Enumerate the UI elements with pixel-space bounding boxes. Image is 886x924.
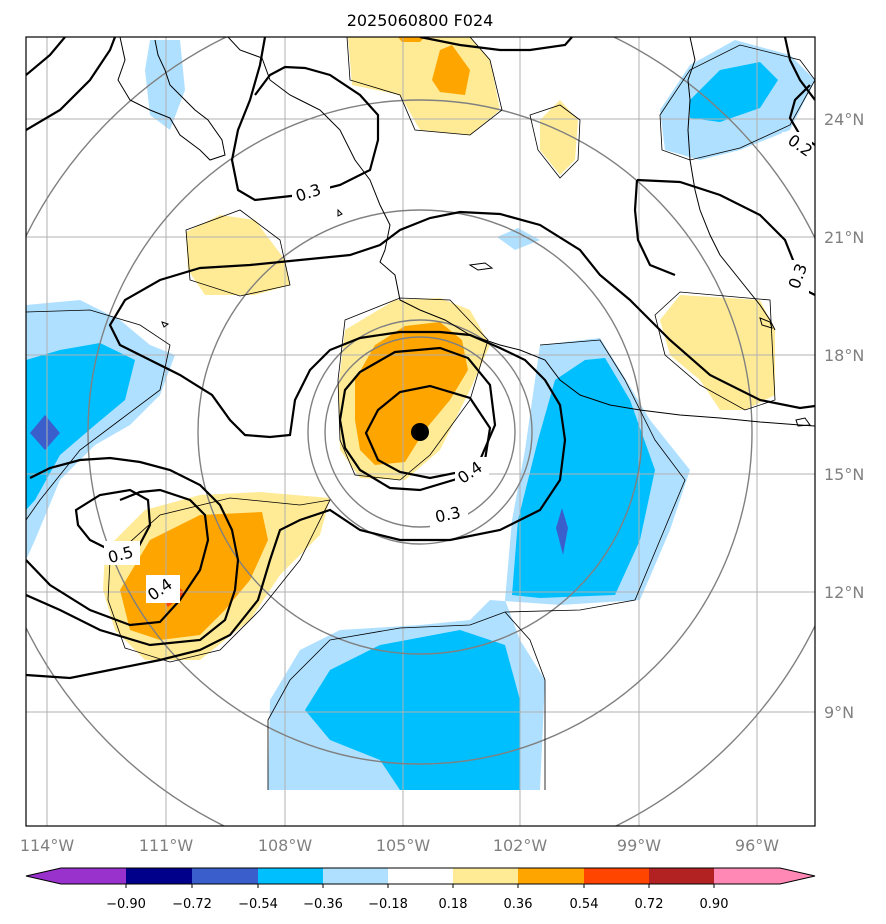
lat-label: 9°N xyxy=(824,703,854,722)
longitude-labels: 114°W 111°W 108°W 105°W 102°W 99°W 96°W xyxy=(20,836,779,855)
colorbar-tick-label: −0.54 xyxy=(238,897,278,912)
lat-label: 12°N xyxy=(824,583,864,602)
colorbar-tick-label: −0.90 xyxy=(106,897,146,912)
blue-region-left xyxy=(26,343,135,510)
blue-region-topright xyxy=(690,62,778,122)
lat-label: 15°N xyxy=(824,465,864,484)
colorbar-swatch xyxy=(258,868,323,884)
latitude-labels: 24°N 21°N 18°N 15°N 12°N 9°N xyxy=(824,110,864,722)
colorbar-swatch xyxy=(388,868,453,884)
lon-label: 99°W xyxy=(617,836,661,855)
map-area: 0.3 0.2 0.3 0.4 0.3 0.5 0.4 xyxy=(26,37,815,826)
colorbar-swatch xyxy=(649,868,714,884)
map-title: 2025060800 F024 xyxy=(347,11,494,30)
lat-label: 21°N xyxy=(824,228,864,247)
colorbar-ticks: −0.90 −0.72 −0.54 −0.36 −0.18 0.18 0.36 … xyxy=(106,897,728,912)
colorbar-tick-label: 0.72 xyxy=(635,897,664,912)
storm-center-marker xyxy=(411,423,429,441)
lon-label: 96°W xyxy=(735,836,779,855)
dark-blue-patch-left xyxy=(30,415,60,450)
orange-region-top-edge xyxy=(398,37,425,42)
yellow-region-right xyxy=(660,295,775,410)
colorbar-tick-label: 0.36 xyxy=(504,897,533,912)
colorbar-swatch xyxy=(323,868,388,884)
colorbar-swatch xyxy=(453,868,518,884)
colorbar-swatch xyxy=(61,868,126,884)
range-rings xyxy=(26,37,815,826)
yellow-region-left-mid xyxy=(186,215,290,295)
lon-label: 114°W xyxy=(20,836,75,855)
lat-label: 24°N xyxy=(824,110,864,129)
colorbar-swatch xyxy=(192,868,258,884)
contour-label: 0.3 xyxy=(433,503,462,527)
colorbar-tick-label: −0.36 xyxy=(303,897,343,912)
lon-label: 102°W xyxy=(493,836,548,855)
blue-region-right xyxy=(512,358,655,598)
colorbar-tick-label: 0.54 xyxy=(570,897,599,912)
colorbar: −0.90 −0.72 −0.54 −0.36 −0.18 0.18 0.36 … xyxy=(25,867,816,912)
orange-region-lowerleft xyxy=(120,512,268,640)
gridlines xyxy=(26,37,815,826)
colorbar-swatch xyxy=(126,868,192,884)
lon-label: 108°W xyxy=(258,836,313,855)
lon-label: 105°W xyxy=(376,836,431,855)
light-blue-small-patch xyxy=(497,228,540,250)
thick-contours xyxy=(26,37,815,680)
orange-region-top xyxy=(432,45,470,95)
colorbar-tick-label: 0.18 xyxy=(439,897,468,912)
shaded-anomaly-field xyxy=(26,37,815,790)
blue-region-bottom xyxy=(305,630,520,790)
lon-label: 111°W xyxy=(139,836,194,855)
colorbar-tick-label: −0.72 xyxy=(172,897,212,912)
colorbar-swatch xyxy=(518,868,584,884)
colorbar-swatch xyxy=(714,868,780,884)
colorbar-tick-label: 0.90 xyxy=(700,897,729,912)
thin-contours xyxy=(26,37,815,790)
colorbar-extend-left xyxy=(26,868,61,884)
contour-label-masks xyxy=(104,132,812,603)
colorbar-swatches xyxy=(25,867,816,888)
colorbar-extend-right xyxy=(780,868,815,884)
lat-label: 18°N xyxy=(824,346,864,365)
map-frame xyxy=(25,36,816,827)
dark-blue-patch-right xyxy=(556,508,568,555)
colorbar-tick-label: −0.18 xyxy=(368,897,408,912)
colorbar-outline xyxy=(25,867,816,885)
light-blue-region-topleft xyxy=(145,40,185,130)
colorbar-swatch xyxy=(584,868,649,884)
